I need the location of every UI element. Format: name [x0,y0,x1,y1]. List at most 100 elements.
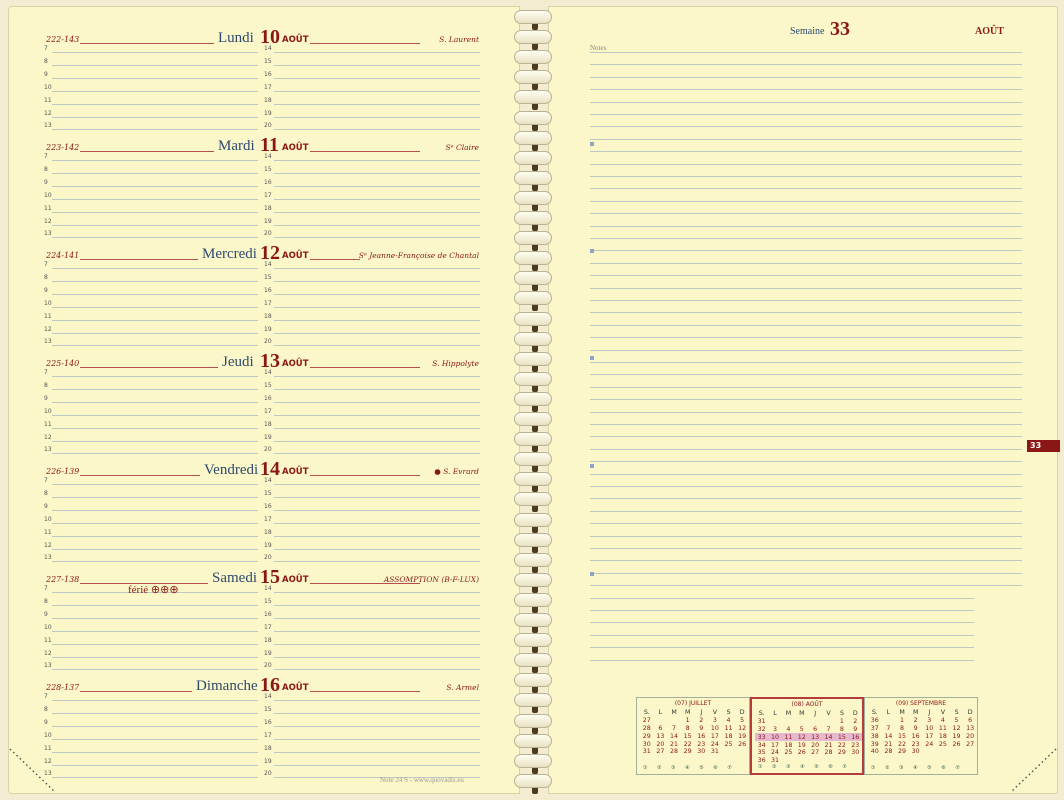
date-cell[interactable]: 29 [837,749,846,757]
time-slot-line[interactable] [52,198,258,200]
date-cell[interactable]: 13 [808,733,822,742]
time-slot-line[interactable] [274,103,480,105]
time-slot-line[interactable] [52,522,258,524]
time-slot-line[interactable] [274,453,480,455]
time-slot-line[interactable] [274,604,480,606]
week-tab[interactable]: 33 [1027,440,1060,452]
time-slot-line[interactable] [274,185,480,187]
date-cell[interactable]: 5 [799,725,804,733]
date-cell[interactable]: 6 [968,717,973,725]
date-cell[interactable]: 28 [884,748,893,756]
date-cell[interactable]: 30 [911,748,920,756]
time-slot-line[interactable] [274,401,480,403]
note-line[interactable] [590,535,1022,537]
time-slot-line[interactable] [274,751,480,753]
note-line[interactable] [590,262,1022,264]
date-cell[interactable]: 7 [886,724,891,732]
time-slot-line[interactable] [52,172,258,174]
time-slot-line[interactable] [52,129,258,131]
time-slot-line[interactable] [52,712,258,714]
time-slot-line[interactable] [52,268,258,269]
mini-calendar[interactable]: (09) SEPTEMBRE S. L M M J V S D 36 1 2 3 4 5 6 37 7 8 9 10 11… [864,697,978,775]
date-cell[interactable]: 2 [853,718,858,726]
note-line[interactable] [590,461,1022,463]
note-line[interactable] [590,114,1022,115]
note-line[interactable] [590,138,1022,140]
time-slot-line[interactable] [52,764,258,766]
date-cell[interactable]: 11 [938,724,947,732]
date-cell[interactable]: 19 [738,732,747,740]
note-line[interactable] [590,151,1022,153]
note-line[interactable] [590,597,974,599]
note-line[interactable] [590,287,1022,289]
time-slot-line[interactable] [274,777,480,779]
time-slot-line[interactable] [274,376,480,377]
date-cell[interactable]: 10 [710,724,719,732]
note-line[interactable] [590,523,1022,525]
date-cell[interactable]: 8 [839,725,844,733]
time-slot-line[interactable] [274,700,480,701]
time-slot-line[interactable] [52,211,258,213]
date-cell[interactable]: 19 [952,732,961,740]
time-slot-line[interactable] [52,90,258,92]
time-slot-line[interactable] [52,509,258,511]
note-line[interactable] [590,64,1022,66]
time-slot-line[interactable] [274,561,480,563]
time-slot-line[interactable] [52,592,258,593]
time-slot-line[interactable] [274,332,480,334]
note-line[interactable] [590,548,1022,549]
note-line[interactable] [590,622,974,624]
date-cell[interactable]: 3 [773,725,778,733]
time-slot-line[interactable] [274,669,480,671]
time-slot-line[interactable] [52,116,258,118]
time-slot-line[interactable] [52,77,258,79]
date-cell[interactable]: 2 [913,717,918,725]
time-slot-line[interactable] [274,712,480,714]
note-line[interactable] [590,213,1022,215]
date-cell[interactable]: 4 [786,725,791,733]
time-slot-line[interactable] [274,129,480,131]
time-slot-line[interactable] [274,268,480,269]
date-cell[interactable]: 12 [795,733,809,742]
date-cell[interactable]: 31 [771,757,780,765]
date-cell[interactable]: 26 [797,749,806,757]
time-slot-line[interactable] [52,332,258,334]
date-cell[interactable]: 27 [656,748,665,756]
date-cell[interactable]: 31 [710,748,719,756]
time-slot-line[interactable] [52,293,258,295]
note-line[interactable] [590,176,1022,177]
date-cell[interactable]: 28 [670,748,679,756]
date-cell[interactable]: 13 [656,732,665,740]
note-line[interactable] [590,647,974,649]
time-slot-line[interactable] [274,306,480,308]
date-cell[interactable]: 12 [952,724,961,732]
date-cell[interactable]: 8 [900,724,905,732]
date-cell[interactable]: 30 [851,749,860,757]
time-slot-line[interactable] [274,172,480,174]
date-cell[interactable]: 1 [685,717,690,725]
time-slot-line[interactable] [274,496,480,498]
time-slot-line[interactable] [274,484,480,485]
note-line[interactable] [590,610,974,611]
time-slot-line[interactable] [274,237,480,239]
time-slot-line[interactable] [52,103,258,105]
date-cell[interactable]: 9 [699,724,704,732]
note-line[interactable] [590,424,1022,425]
time-slot-line[interactable] [274,293,480,295]
time-slot-line[interactable] [274,656,480,658]
time-slot-line[interactable] [52,427,258,429]
note-line[interactable] [590,312,1022,314]
date-cell[interactable]: 15 [835,733,849,742]
time-slot-line[interactable] [52,401,258,403]
time-slot-line[interactable] [274,725,480,727]
date-cell[interactable]: 23 [851,741,860,749]
date-cell[interactable]: 16 [697,732,706,740]
time-slot-line[interactable] [52,440,258,442]
time-slot-line[interactable] [52,484,258,485]
date-cell[interactable]: 30 [697,748,706,756]
time-slot-line[interactable] [52,751,258,753]
date-cell[interactable]: 14 [670,732,679,740]
time-slot-line[interactable] [274,535,480,537]
date-cell[interactable]: 4 [726,717,731,725]
date-cell[interactable]: 10 [768,733,782,742]
